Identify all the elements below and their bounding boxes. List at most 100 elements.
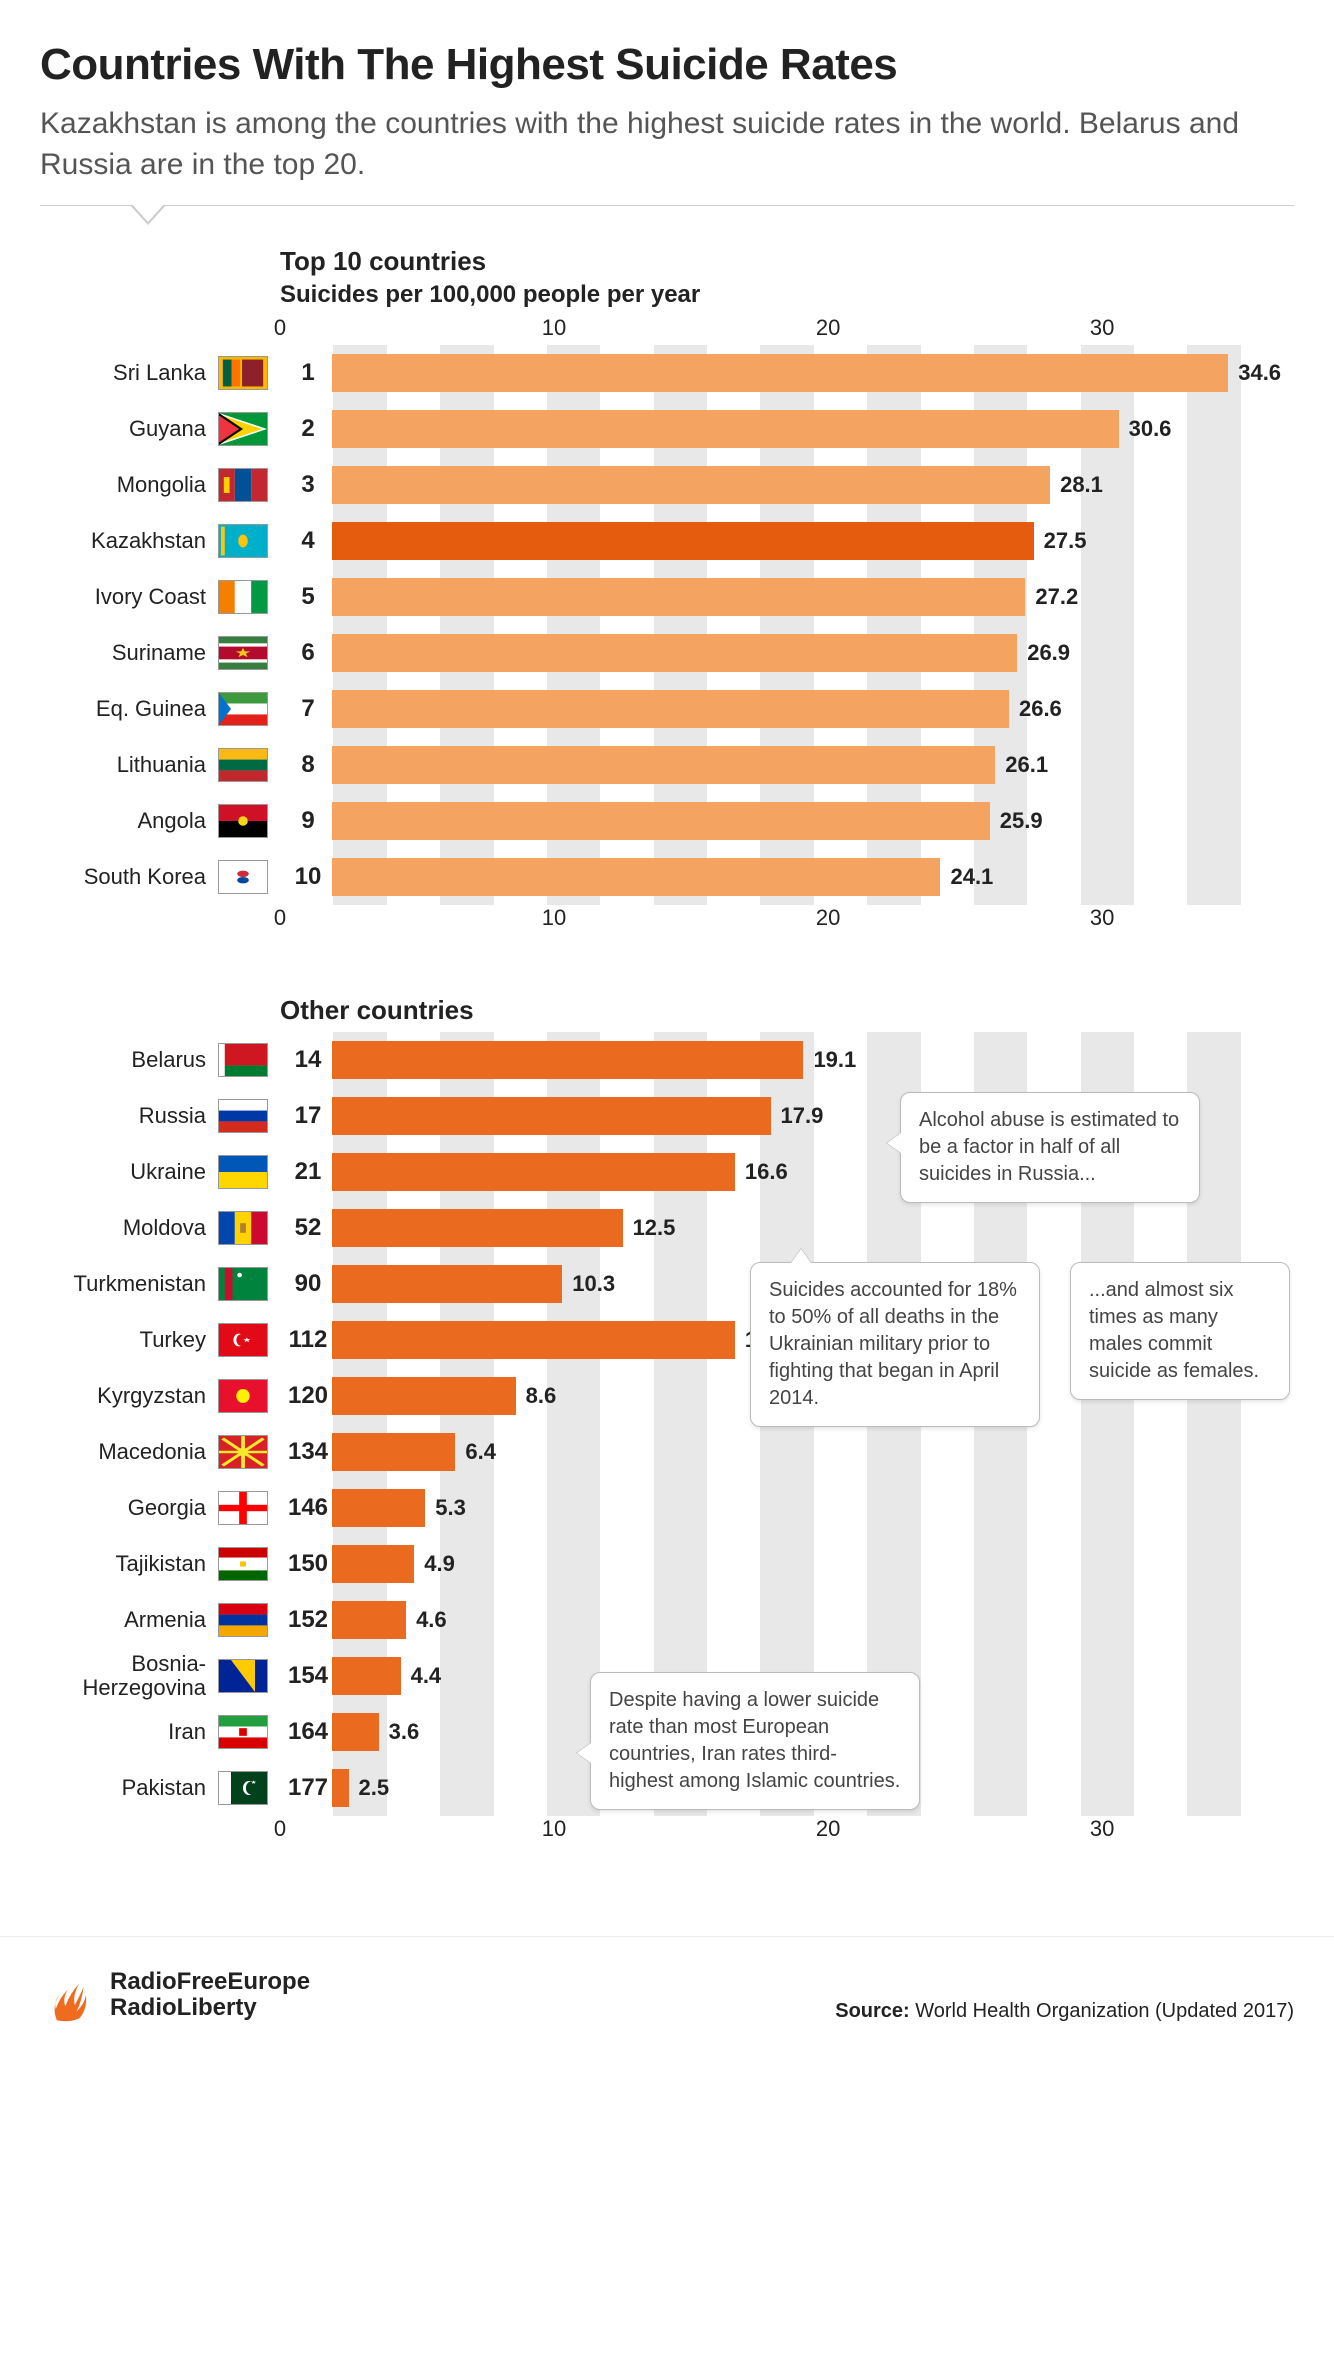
row-label: Turkmenistan	[40, 1267, 280, 1301]
rank-number: 90	[286, 1270, 330, 1298]
row-label: Turkey	[40, 1323, 280, 1357]
row-label: Iran	[40, 1715, 280, 1749]
axis-tick: 20	[816, 1816, 840, 1842]
flag-icon	[218, 468, 268, 502]
flag-icon	[218, 1491, 268, 1525]
top10-title: Top 10 countries	[280, 246, 1294, 277]
country-name: Mongolia	[117, 473, 206, 497]
rank-number: 152	[286, 1606, 330, 1634]
flag-icon	[218, 412, 268, 446]
chart-row: Mongolia328.1	[280, 457, 1294, 513]
axis-tick: 30	[1090, 315, 1114, 341]
bar: 24.1	[332, 858, 940, 896]
rank-number: 154	[286, 1662, 330, 1690]
chart-row: South Korea1024.1	[280, 849, 1294, 905]
bar-value: 19.1	[813, 1047, 856, 1073]
country-name: South Korea	[84, 865, 206, 889]
bar: 34.6	[332, 354, 1228, 392]
country-name: Guyana	[129, 417, 206, 441]
row-label: Moldova	[40, 1211, 280, 1245]
bar-value: 4.4	[411, 1663, 442, 1689]
country-name: Turkey	[140, 1328, 206, 1352]
bar-value: 8.6	[526, 1383, 557, 1409]
flag-icon	[218, 356, 268, 390]
rank-number: 164	[286, 1718, 330, 1746]
country-name: Pakistan	[122, 1776, 206, 1800]
rank-number: 3	[286, 471, 330, 499]
rank-number: 52	[286, 1214, 330, 1242]
axis-label: Suicides per 100,000 people per year	[280, 281, 1294, 309]
country-name: Suriname	[112, 641, 206, 665]
bar-value: 17.9	[781, 1103, 824, 1129]
row-label: Lithuania	[40, 748, 280, 782]
bar-value: 4.9	[424, 1551, 455, 1577]
rank-number: 14	[286, 1046, 330, 1074]
country-name: Ivory Coast	[95, 585, 206, 609]
flag-icon	[218, 1211, 268, 1245]
bar: 27.5	[332, 522, 1034, 560]
other-axis-bottom: 0102030	[280, 1816, 1294, 1846]
chart-row: Armenia1524.6	[280, 1592, 1294, 1648]
chart-row: Tajikistan1504.9	[280, 1536, 1294, 1592]
flag-icon	[218, 1379, 268, 1413]
bar-value: 10.3	[572, 1271, 615, 1297]
bar-value: 4.6	[416, 1607, 447, 1633]
chart-row: Sri Lanka134.6	[280, 345, 1294, 401]
bar-value: 26.9	[1027, 640, 1070, 666]
rank-number: 150	[286, 1550, 330, 1578]
bar: 5.3	[332, 1489, 425, 1527]
country-name: Belarus	[131, 1048, 206, 1072]
top-axis-bottom: 0102030	[280, 905, 1294, 935]
axis-tick: 0	[274, 1816, 286, 1842]
row-label: South Korea	[40, 860, 280, 894]
bar: 30.6	[332, 410, 1119, 448]
bar: 6.4	[332, 1433, 455, 1471]
axis-tick: 10	[542, 315, 566, 341]
bar: 16.6	[332, 1321, 735, 1359]
page-subtitle: Kazakhstan is among the countries with t…	[40, 104, 1294, 185]
flag-icon	[218, 1715, 268, 1749]
rank-number: 10	[286, 863, 330, 891]
country-name: Moldova	[123, 1216, 206, 1240]
axis-tick: 20	[816, 315, 840, 341]
flag-icon	[218, 748, 268, 782]
chart-row: Belarus1419.1	[280, 1032, 1294, 1088]
rank-number: 4	[286, 527, 330, 555]
rank-number: 120	[286, 1382, 330, 1410]
bar-value: 3.6	[389, 1719, 420, 1745]
chart-row: Ivory Coast527.2	[280, 569, 1294, 625]
row-label: Belarus	[40, 1043, 280, 1077]
row-label: Pakistan	[40, 1771, 280, 1805]
country-name: Russia	[139, 1104, 206, 1128]
bar-value: 27.5	[1044, 528, 1087, 554]
country-name: Armenia	[124, 1608, 206, 1632]
country-name: Sri Lanka	[113, 361, 206, 385]
country-name: Lithuania	[117, 753, 206, 777]
bar: 25.9	[332, 802, 990, 840]
axis-tick: 0	[274, 315, 286, 341]
bar: 12.5	[332, 1209, 623, 1247]
rank-number: 177	[286, 1774, 330, 1802]
rank-number: 6	[286, 639, 330, 667]
callout: Despite having a lower suicide rate than…	[590, 1672, 920, 1810]
country-name: Turkmenistan	[74, 1272, 206, 1296]
rank-number: 5	[286, 583, 330, 611]
page-title: Countries With The Highest Suicide Rates	[40, 40, 1294, 90]
bar: 4.4	[332, 1657, 401, 1695]
rank-number: 146	[286, 1494, 330, 1522]
country-name: Kyrgyzstan	[97, 1384, 206, 1408]
row-label: Sri Lanka	[40, 356, 280, 390]
row-label: Kazakhstan	[40, 524, 280, 558]
chart-row: Suriname626.9	[280, 625, 1294, 681]
flag-icon	[218, 1771, 268, 1805]
bar-value: 30.6	[1129, 416, 1172, 442]
rank-number: 112	[286, 1326, 330, 1354]
axis-tick: 20	[816, 905, 840, 931]
chart-row: Moldova5212.5	[280, 1200, 1294, 1256]
callout: Alcohol abuse is estimated to be a facto…	[900, 1092, 1200, 1203]
axis-tick: 30	[1090, 1816, 1114, 1842]
flag-icon	[218, 692, 268, 726]
bar: 28.1	[332, 466, 1050, 504]
row-label: Bosnia-Herzegovina	[40, 1652, 280, 1700]
bar-value: 16.6	[745, 1159, 788, 1185]
